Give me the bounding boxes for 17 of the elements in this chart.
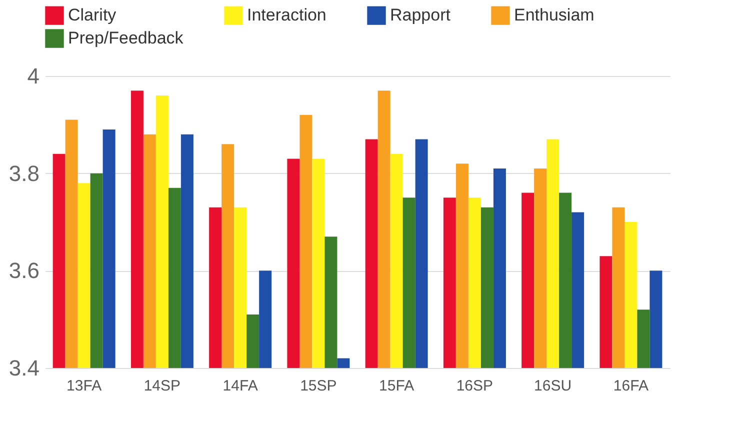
x-tick-label: 16SP: [456, 378, 494, 394]
x-tick-label: 16FA: [613, 378, 648, 394]
legend-label: Prep/Feedback: [68, 28, 184, 48]
y-tick-label: 3.6: [8, 258, 40, 284]
x-tick-label: 15SP: [300, 378, 337, 394]
y-tick-label: 3.4: [8, 356, 40, 380]
y-tick-label: 4: [27, 64, 40, 88]
legend-label: Interaction: [247, 6, 326, 25]
x-tick-label: 14SP: [144, 378, 181, 394]
x-tick-label: 14FA: [222, 378, 258, 394]
legend-label: Clarity: [68, 6, 117, 25]
legend-label: Rapport: [390, 6, 451, 25]
legend-label: Enthusiam: [514, 6, 594, 25]
x-tick-label: 15FA: [379, 378, 414, 394]
y-tick-label: 3.8: [8, 160, 40, 186]
x-tick-label: 16SU: [534, 378, 572, 394]
x-tick-label: 13FA: [66, 378, 102, 394]
